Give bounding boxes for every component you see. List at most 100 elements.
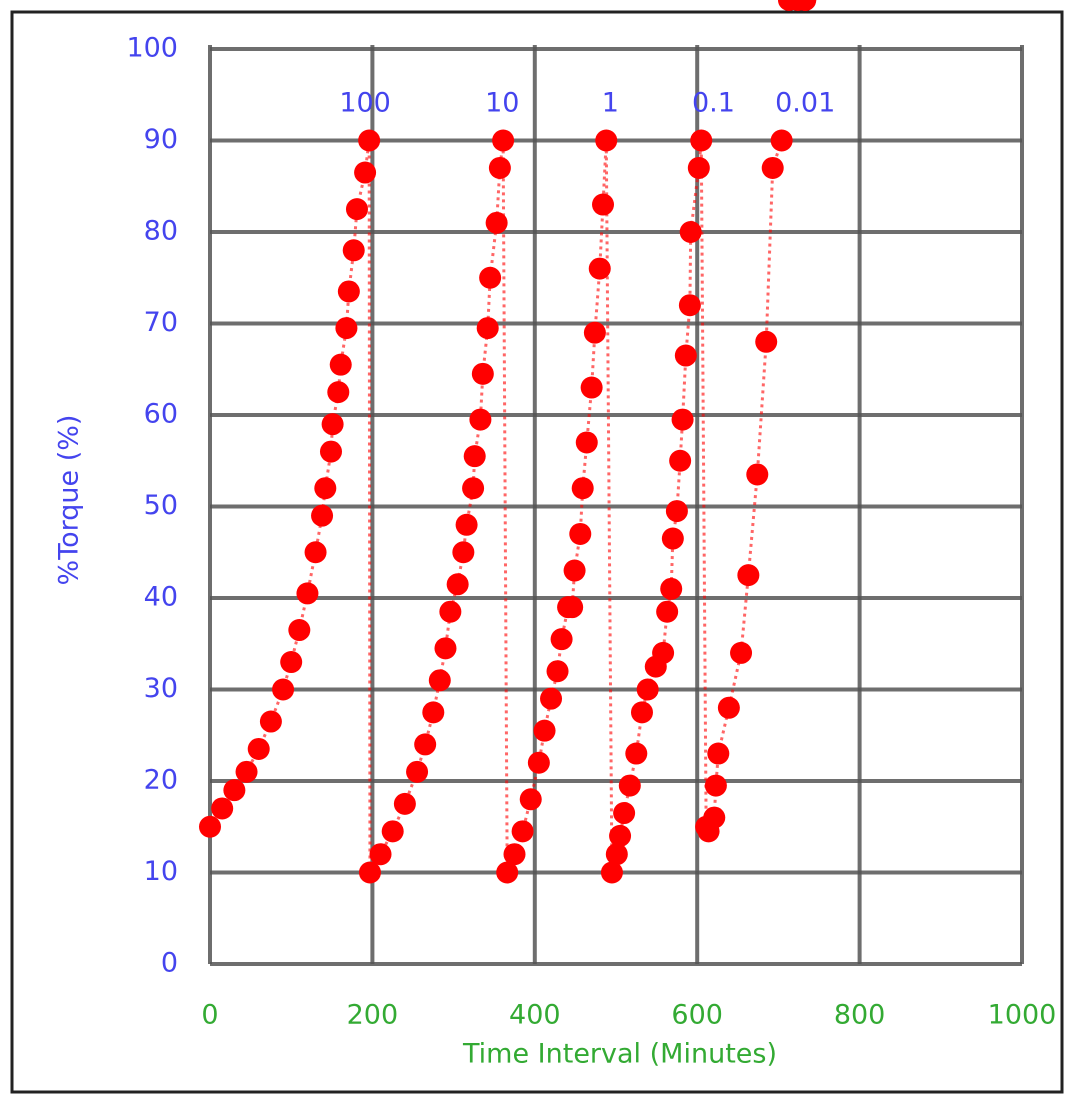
data-point (630, 701, 653, 724)
y-tick-label: 0 (161, 948, 178, 979)
data-point (369, 843, 392, 866)
data-point (247, 737, 270, 760)
data-point (492, 129, 515, 152)
data-point (452, 541, 475, 564)
data-point (575, 431, 598, 454)
data-point (761, 156, 784, 179)
data-point (503, 843, 526, 866)
data-point (311, 504, 334, 527)
data-point (469, 408, 492, 431)
data-point (471, 362, 494, 385)
data-point (439, 600, 462, 623)
y-tick-label: 30 (144, 673, 178, 704)
data-point (476, 317, 499, 340)
data-point (625, 742, 648, 765)
data-point (671, 408, 694, 431)
data-point (485, 211, 508, 234)
data-point (678, 294, 701, 317)
y-tick-label: 100 (126, 33, 178, 64)
data-point (636, 678, 659, 701)
x-tick-label: 400 (509, 1000, 561, 1031)
data-point (354, 161, 377, 184)
data-point (674, 344, 697, 367)
x-tick-label: 0 (201, 1000, 218, 1031)
y-tick-label: 70 (144, 307, 178, 338)
data-point (235, 760, 258, 783)
data-point (211, 797, 234, 820)
data-point (540, 687, 563, 710)
y-tick-label: 20 (144, 765, 178, 796)
data-point (479, 266, 502, 289)
data-point (511, 820, 534, 843)
data-point (488, 156, 511, 179)
y-tick-label: 10 (144, 856, 178, 887)
data-point (337, 280, 360, 303)
data-point (679, 221, 702, 243)
annotation: 0.1 (692, 87, 735, 118)
data-point (592, 193, 615, 216)
y-tick-label: 40 (144, 582, 178, 613)
data-point (381, 820, 404, 843)
data-point (296, 582, 319, 605)
data-point (527, 751, 550, 774)
y-axis-title: %Torque (%) (54, 415, 85, 586)
data-point (730, 641, 753, 664)
data-point (314, 477, 337, 500)
data-point (770, 129, 793, 152)
data-point (223, 779, 246, 802)
frame (10, 10, 1064, 1094)
data-point (406, 760, 429, 783)
x-tick-label: 800 (834, 1000, 886, 1031)
annotation: 10 (485, 87, 519, 118)
data-point (422, 701, 445, 724)
data-point (600, 861, 623, 884)
data-point (462, 477, 485, 500)
y-tick-label: 80 (144, 216, 178, 247)
data-point (272, 678, 295, 701)
data-point (345, 198, 368, 221)
data-point (687, 156, 710, 179)
data-point (321, 413, 344, 436)
x-tick-label: 200 (347, 1000, 399, 1031)
data-point (550, 628, 573, 651)
data-point (533, 719, 556, 742)
data-point (546, 660, 569, 683)
data-point (656, 600, 679, 623)
data-point (704, 774, 727, 797)
data-point (335, 317, 358, 340)
data-point (755, 330, 778, 353)
data-point (652, 641, 675, 664)
data-point (737, 564, 760, 587)
data-point (561, 596, 584, 619)
data-point (571, 477, 594, 500)
data-point (707, 742, 730, 765)
data-point (342, 239, 365, 262)
data-point (304, 541, 327, 564)
data-point (280, 651, 303, 674)
data-point (199, 815, 221, 838)
annotation: 100 (339, 87, 391, 118)
y-tick-label: 50 (144, 490, 178, 521)
x-tick-label: 600 (671, 1000, 723, 1031)
data-point (703, 806, 726, 829)
data-point (580, 376, 603, 399)
data-point (358, 129, 381, 152)
data-point (259, 710, 282, 733)
x-tick-label: 1000 (988, 1000, 1057, 1031)
data-point (609, 824, 632, 847)
data-point (434, 637, 457, 660)
data-point (690, 129, 713, 152)
data-point (463, 445, 486, 468)
data-point (794, 0, 817, 11)
data-point (613, 802, 636, 825)
data-point (583, 321, 606, 344)
data-point (414, 733, 437, 756)
y-tick-label: 90 (144, 124, 178, 155)
y-tick-label: 60 (144, 399, 178, 430)
data-point (496, 861, 519, 884)
data-point (455, 513, 478, 536)
data-point (428, 669, 451, 692)
data-point (595, 129, 618, 152)
data-point (329, 353, 352, 376)
